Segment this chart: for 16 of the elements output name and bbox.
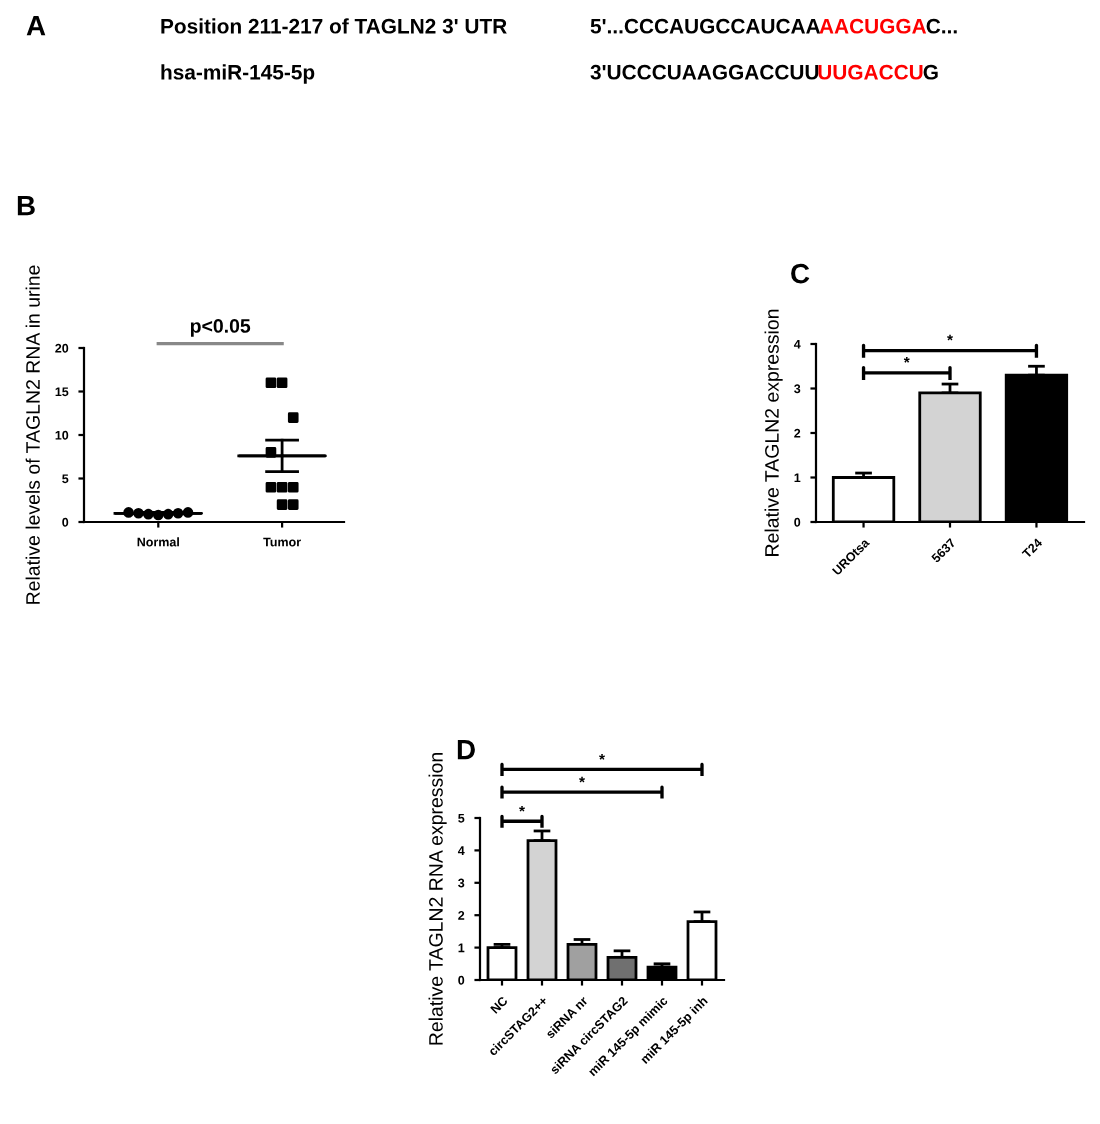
y-axis-title: Relative TAGLN2 RNA expression: [428, 753, 447, 1045]
text: UUGACCU: [818, 64, 923, 80]
text: Position 211-217 of TAGLN2 3' UTR: [161, 18, 507, 34]
text: hsa-miR-145-5p: [161, 64, 315, 84]
chart-title: B: [17, 196, 35, 216]
text: 5'...CCCAUGCCAUCAA: [590, 18, 821, 34]
text: A: [26, 16, 46, 36]
text: C...: [926, 18, 957, 34]
y-axis-title: Relative levels of TAGLN2 RNA in urine: [25, 265, 40, 604]
text: p<0.05: [190, 319, 251, 337]
text: 3'UCCCUAAGGACCUU: [590, 64, 819, 80]
chart-title: D: [457, 740, 475, 760]
y-axis-title: Relative TAGLN2 expression: [764, 309, 783, 556]
chart-title: C: [791, 263, 810, 284]
text: G: [923, 64, 938, 80]
text: AACUGGA: [819, 18, 927, 34]
